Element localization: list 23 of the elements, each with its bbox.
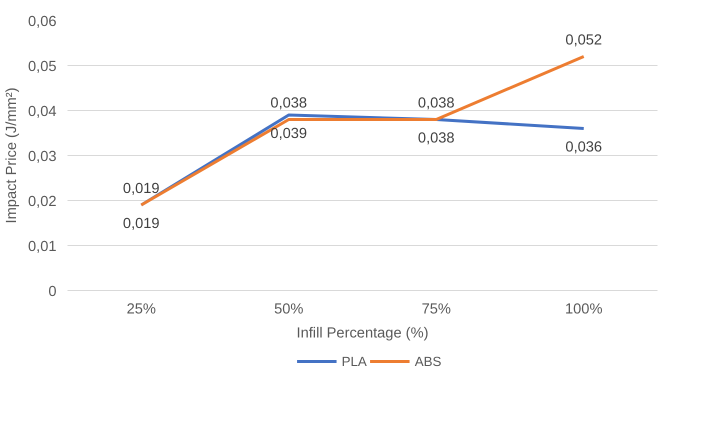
x-tick-label: 100% — [565, 302, 603, 318]
x-tick-label: 25% — [126, 302, 156, 318]
data-label: 0,052 — [565, 32, 602, 48]
data-label: 0,038 — [270, 96, 308, 112]
x-tick-label: 75% — [422, 302, 451, 318]
data-label: 0,039 — [270, 126, 308, 142]
x-axis-title: Infill Percentage (%) — [296, 326, 428, 342]
data-label: 0,038 — [418, 130, 455, 146]
legend-label: ABS — [414, 354, 442, 368]
legend-label: PLA — [342, 354, 367, 368]
x-tick-label: 50% — [274, 302, 304, 318]
data-label: 0,019 — [122, 181, 160, 197]
y-tick-label: 0,04 — [28, 104, 57, 120]
y-tick-label: 0 — [48, 284, 57, 300]
data-label: 0,038 — [418, 96, 455, 112]
y-tick-label: 0,02 — [28, 194, 57, 210]
y-tick-label: 0,01 — [28, 239, 57, 255]
y-tick-label: 0,03 — [28, 149, 57, 165]
y-axis-title: Impact Price (J/mm²) — [4, 88, 20, 224]
data-label: 0,019 — [122, 216, 160, 232]
y-tick-label: 0,05 — [28, 59, 57, 75]
data-label: 0,036 — [565, 140, 602, 156]
y-tick-label: 0,06 — [28, 14, 57, 30]
